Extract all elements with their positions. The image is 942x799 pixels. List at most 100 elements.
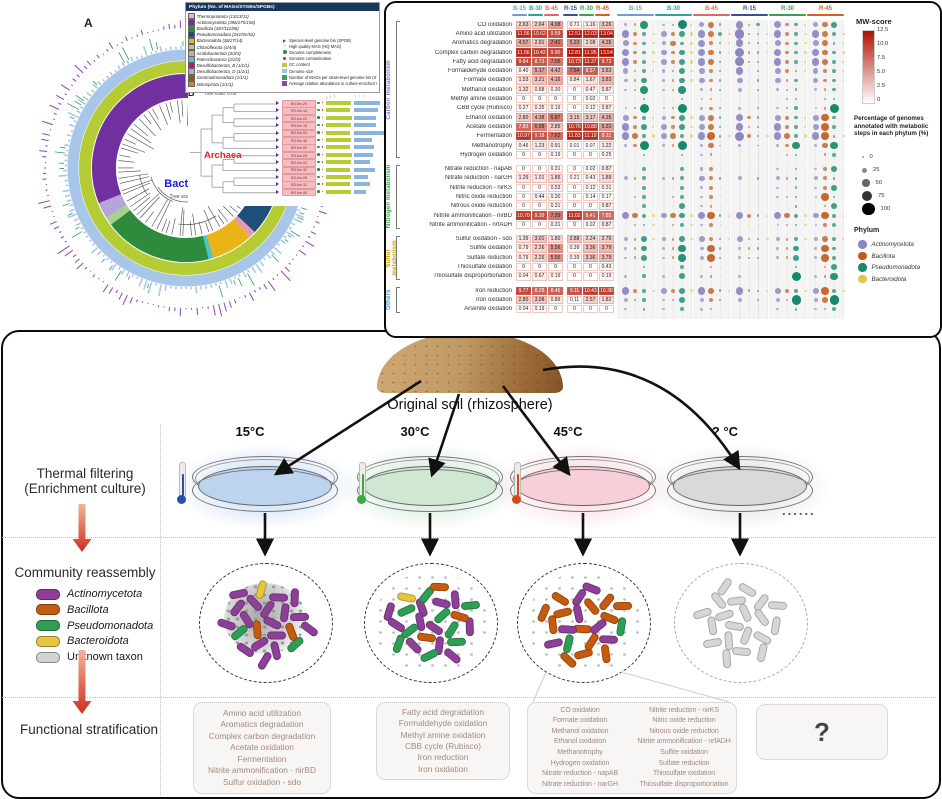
bubble-dot [812, 40, 819, 47]
contamination-icon [321, 146, 323, 148]
bubble-dot [823, 88, 827, 92]
bubble-group [811, 123, 848, 131]
bubble-dot [804, 308, 806, 310]
row-label: Arsenite oxidation [464, 306, 512, 313]
bubble-slot [735, 29, 745, 39]
bubble-dot [792, 141, 800, 150]
bubble-dot [812, 287, 819, 294]
bubble-slot [697, 246, 706, 251]
bubble-slot [830, 78, 839, 83]
bubble-dot [766, 168, 768, 170]
bubble-dot [832, 97, 836, 101]
bubble-dot [785, 41, 789, 45]
heatmap-cell: 3.26 [599, 20, 614, 29]
bubble-group-header-R-15: R-15 [731, 6, 768, 16]
bubble-slot [820, 106, 829, 110]
bubble-dot [718, 23, 722, 26]
bubble-slot [782, 266, 791, 268]
bubble-dot [822, 21, 828, 28]
phylum-dot [858, 274, 867, 284]
bubble-slot [687, 257, 696, 259]
function-item: Nitrite reduction - nirKS [649, 706, 719, 714]
bubble-dot [642, 185, 647, 190]
bubble-slot [754, 177, 763, 180]
heatmap-cell: 1.32 [516, 85, 531, 94]
petri-dish [488, 442, 678, 532]
heatmap-cell: 2.08 [583, 39, 598, 48]
bubble-dot [794, 186, 798, 190]
function-item: Formate oxidation [552, 717, 608, 725]
bubble-group [697, 20, 734, 29]
bubble-dot [652, 98, 654, 100]
bubble-slot [782, 275, 791, 277]
bubble-slot [716, 247, 725, 250]
bubble-group [773, 185, 810, 191]
bubble-group [697, 114, 734, 122]
bubble-slot [640, 176, 649, 181]
bubble-group [735, 272, 772, 281]
bubble-group [659, 264, 696, 270]
bin-label: BS.bin.45 [282, 188, 316, 197]
bubble-slot [792, 223, 801, 227]
heatmap-cell: 3.36 [583, 253, 598, 262]
bubble-dot [814, 186, 817, 189]
bubble-slot [678, 265, 687, 269]
panel-a-label: A [84, 16, 93, 30]
bubble-slot [649, 116, 658, 119]
bubble-slot [820, 153, 829, 157]
heatmap-cell: 0.17 [599, 192, 614, 202]
bubble-dot [708, 41, 713, 46]
bubble-slot [706, 142, 715, 149]
bubble-slot [744, 247, 753, 250]
function-item: Thiosulfate oxidation [652, 770, 716, 778]
bubble-slot [754, 107, 763, 110]
archaea-label: Archaea [204, 150, 242, 161]
bubble-slot [687, 50, 696, 55]
bubble-dot [651, 134, 656, 138]
bubble-dot [774, 68, 781, 75]
bubble-dot [785, 256, 789, 260]
bubble-dot [832, 50, 837, 55]
bubble-slot [668, 288, 677, 293]
contamination-icon [321, 161, 323, 163]
heatmap-cell: 0 [532, 150, 547, 159]
bubble-dot [794, 106, 799, 111]
bubble-slot [820, 253, 829, 262]
bubble-dot [718, 79, 722, 82]
bubble-dot [785, 223, 788, 227]
bubble-dot [823, 205, 826, 208]
heatmap-cell: 0 [583, 202, 598, 211]
bubble-slot [801, 299, 810, 301]
bubble-slot [678, 41, 687, 45]
bubble-slot [621, 78, 630, 83]
bubble-slot [725, 126, 734, 128]
bubble-group [659, 193, 696, 201]
bubble-slot [811, 40, 820, 47]
bubble-group [659, 114, 696, 122]
bubble-slot [649, 50, 658, 55]
bubble-group [811, 77, 848, 84]
bubble-dot [728, 32, 731, 36]
bubble-slot [668, 168, 677, 170]
bubble-dot [669, 212, 676, 219]
bubble-dot [773, 211, 782, 220]
bubble-dot [773, 30, 782, 38]
heatmap-cell: 0 [583, 150, 598, 159]
bubble-dot [652, 60, 655, 63]
bubble-slot [716, 98, 725, 100]
row-label: Ethanol oxidation [465, 114, 512, 121]
row-label: Methanol oxidation [461, 86, 512, 93]
bubble-dot [804, 42, 807, 45]
bubble-dot [623, 298, 628, 302]
bubble-dot [831, 21, 838, 28]
bubble-slot [697, 307, 706, 311]
row-label: CO oxidation [477, 21, 512, 28]
bubble-slot [792, 88, 801, 92]
bubble-slot [649, 223, 658, 227]
bubble-slot [649, 134, 658, 138]
pct-legend-row: 100 [862, 202, 890, 216]
bubble-slot [782, 115, 791, 120]
thermometer-line [516, 474, 519, 496]
bubble-slot [716, 60, 725, 64]
bubble-group [811, 152, 848, 157]
